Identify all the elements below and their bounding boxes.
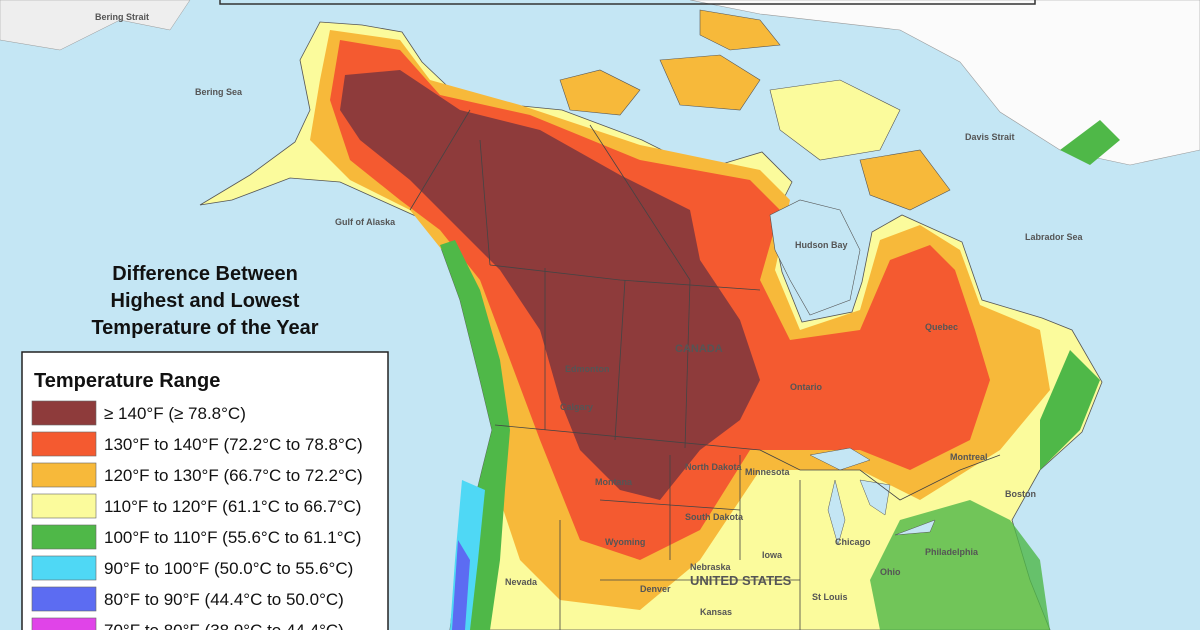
map-title: Highest and Lowest xyxy=(111,290,300,312)
lake xyxy=(827,479,846,546)
legend-label: 70°F to 80°F (38.9°C to 44.4°C) xyxy=(104,621,344,630)
legend-swatch xyxy=(31,400,97,426)
place-label: North Dakota xyxy=(685,462,742,472)
place-label: Nebraska xyxy=(690,562,732,572)
hudson-bay xyxy=(769,199,861,316)
legend-title: Temperature Range xyxy=(34,370,220,392)
border xyxy=(409,109,471,211)
borders xyxy=(409,109,1001,630)
border xyxy=(489,264,761,291)
legend-swatch xyxy=(31,524,97,550)
greenland-coast xyxy=(1060,120,1120,165)
border xyxy=(589,124,691,281)
place-label: South Dakota xyxy=(685,512,744,522)
range-80-90 xyxy=(452,540,470,630)
place-label: Chicago xyxy=(835,537,871,547)
place-label: Kansas xyxy=(700,607,732,617)
island xyxy=(559,69,641,116)
legend-label: ≥ 140°F (≥ 78.8°C) xyxy=(104,404,246,423)
place-label: CANADA xyxy=(675,343,723,355)
legend-swatch xyxy=(31,462,97,488)
place-label: Gulf of Alaska xyxy=(335,217,396,227)
place-label: Ontario xyxy=(790,382,823,392)
island xyxy=(699,9,781,51)
place-label: Denver xyxy=(640,584,671,594)
place-label: Wyoming xyxy=(605,537,645,547)
legend-label: 90°F to 100°F (50.0°C to 55.6°C) xyxy=(104,559,353,578)
place-label: Iowa xyxy=(762,550,783,560)
place-label: Quebec xyxy=(925,322,958,332)
place-label: Bering Strait xyxy=(95,12,149,22)
legend-label: 80°F to 90°F (44.4°C to 50.0°C) xyxy=(104,590,344,609)
map-title: Difference Between xyxy=(112,263,298,285)
legend-swatch xyxy=(31,555,97,581)
place-label: Hudson Bay xyxy=(795,240,848,250)
legend-swatch xyxy=(31,586,97,612)
range-100-110 xyxy=(440,240,510,630)
greenland xyxy=(689,0,1200,166)
lake xyxy=(859,479,891,516)
legend: Temperature Range ≥ 140°F (≥ 78.8°C) 130°… xyxy=(21,351,389,630)
place-label: Minnesota xyxy=(745,467,790,477)
place-label: UNITED STATES xyxy=(690,573,792,588)
range-100-110 xyxy=(1040,350,1100,470)
place-label: Calgary xyxy=(560,402,593,412)
place-label: Labrador Sea xyxy=(1025,232,1084,242)
legend-label: 120°F to 130°F (66.7°C to 72.2°C) xyxy=(104,466,363,485)
legend-box xyxy=(21,351,389,630)
place-label: Davis Strait xyxy=(965,132,1015,142)
place-label: Bering Sea xyxy=(195,87,243,97)
island xyxy=(769,79,901,161)
place-label: Edmonton xyxy=(565,364,610,374)
legend-label: 100°F to 110°F (55.6°C to 61.1°C) xyxy=(104,528,361,547)
island xyxy=(859,149,951,211)
place-label: Montana xyxy=(595,477,633,487)
place-label: Montreal xyxy=(950,452,988,462)
lake xyxy=(894,519,936,536)
map-title: Temperature of the Year xyxy=(91,317,318,339)
legend-label: 110°F to 120°F (61.1°C to 66.7°C) xyxy=(104,497,361,516)
border xyxy=(614,279,626,441)
border xyxy=(684,279,691,449)
place-label: Boston xyxy=(1005,489,1036,499)
legend-swatch xyxy=(31,431,97,457)
island xyxy=(659,54,761,111)
legend-label: 130°F to 140°F (72.2°C to 78.8°C) xyxy=(104,435,363,454)
legend-swatch xyxy=(31,617,97,630)
place-label: Nevada xyxy=(505,577,538,587)
lake xyxy=(809,447,871,471)
russia xyxy=(0,0,191,51)
frame xyxy=(219,0,1036,5)
border xyxy=(479,139,491,266)
place-label: Philadelphia xyxy=(925,547,979,557)
range-140-plus xyxy=(340,70,760,500)
place-label: Ohio xyxy=(880,567,901,577)
place-label: St Louis xyxy=(812,592,848,602)
legend-swatch xyxy=(31,493,97,519)
border xyxy=(494,424,1001,501)
border xyxy=(559,455,801,630)
